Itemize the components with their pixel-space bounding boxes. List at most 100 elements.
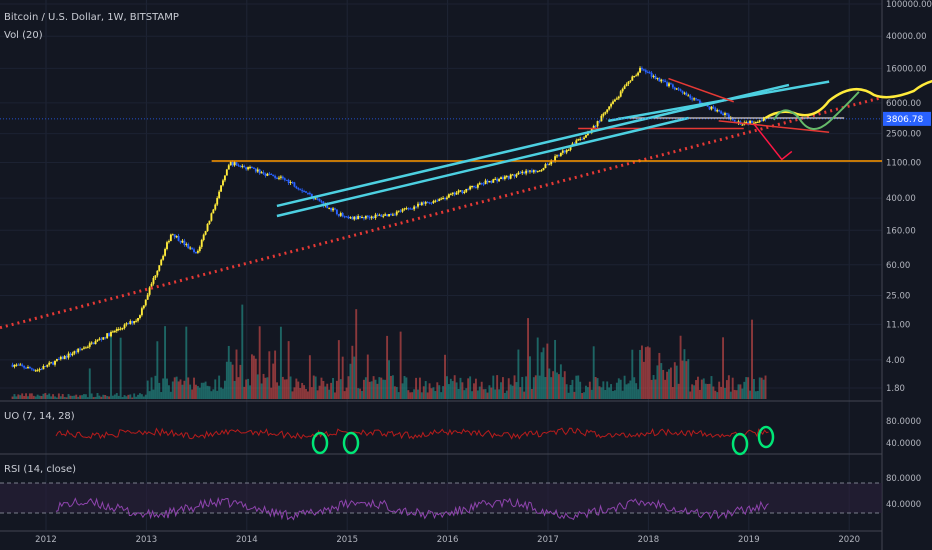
volume-bar [158,382,161,399]
volume-bar [301,382,304,399]
candle-body [567,149,570,151]
candle-body [123,324,126,329]
candle-body [644,70,647,73]
candle-body [320,201,323,203]
volume-bar [359,388,362,399]
candle-body [362,217,365,219]
candle-body [473,185,475,188]
candle-body [600,115,603,122]
volume-bar [148,391,151,399]
candle-body [264,173,267,176]
candle-body [749,120,752,124]
candle-body [40,369,43,371]
candle-body [361,217,363,219]
volume-bar [119,337,122,399]
volume-bar [55,397,58,399]
volume-bar [191,389,194,399]
volume-bar [741,388,744,399]
candle-body [127,323,130,325]
volume-bars [11,304,767,399]
volume-bar [407,390,410,399]
volume-bar [339,379,342,399]
projection-yellow [763,80,932,120]
candle-body [581,138,584,140]
x-tick-label: 2020 [838,535,860,545]
volume-bar [455,382,458,399]
candle-body [81,348,83,350]
candle-body [615,98,618,100]
candle-body [337,214,340,216]
volume-bar [592,346,595,399]
candle-body [266,173,269,176]
volume-bar [189,384,192,399]
volume-bar [739,384,742,399]
candle-body [679,89,682,91]
volume-bar [156,341,159,399]
volume-bar [287,341,290,399]
volume-bar [710,376,713,399]
volume-bar [206,385,209,399]
candle-body [586,132,589,136]
volume-bar [54,396,56,399]
uo-label: UO (7, 14, 28) [4,411,75,422]
volume-bar [488,385,491,399]
volume-bar [167,385,170,399]
volume-bar [637,389,640,399]
volume-bar [505,390,508,399]
volume-bar [17,394,20,399]
volume-bar [88,368,91,399]
volume-bar [525,376,528,399]
volume-bar [318,385,321,399]
volume-bar [229,361,232,399]
candle-body [231,161,234,166]
volume-bar [482,389,485,399]
channel-lower [276,116,689,218]
candle-body [343,216,346,218]
volume-bar [121,397,124,399]
volume-bar [171,381,174,399]
candle-body [65,356,68,358]
candle-body [710,106,713,110]
candle-body [19,364,22,366]
volume-bar [40,396,43,399]
volume-bar [364,377,367,399]
volume-bar [115,393,118,399]
volume-bar [264,377,267,399]
volume-bar [480,381,483,399]
candle-body [283,178,286,180]
candle-body [424,201,427,204]
volume-bar [46,394,49,399]
background [0,0,882,550]
candle-body [484,180,487,185]
volume-bar [193,377,195,399]
volume-bar [581,392,584,399]
volume-bar [231,364,234,399]
candle-body [635,75,638,77]
volume-bar [235,349,238,399]
candle-body [559,152,562,156]
candle-body [391,214,394,216]
volume-bar [44,393,47,399]
candle-body [154,275,157,278]
candle-body [544,164,547,169]
candle-body [278,177,280,179]
candle-body [733,119,736,122]
volume-bar [490,387,493,399]
volume-bar [749,390,752,399]
volume-bar [67,394,70,399]
candle-body [268,173,271,175]
candle-body [577,139,580,141]
volume-bar [154,375,157,399]
candle-body [503,176,506,179]
candle-body [11,364,14,367]
volume-bar [272,363,275,399]
y-tick-label: 100000.00 [886,0,932,10]
volume-bar [395,386,398,399]
volume-bar [27,396,29,399]
volume-bar [185,326,188,399]
y-tick-label: 2500.00 [886,130,921,140]
y-tick-label: 6000.00 [886,99,921,109]
volume-bar [79,395,82,399]
candle-body [695,98,697,100]
volume-bar [92,397,95,399]
